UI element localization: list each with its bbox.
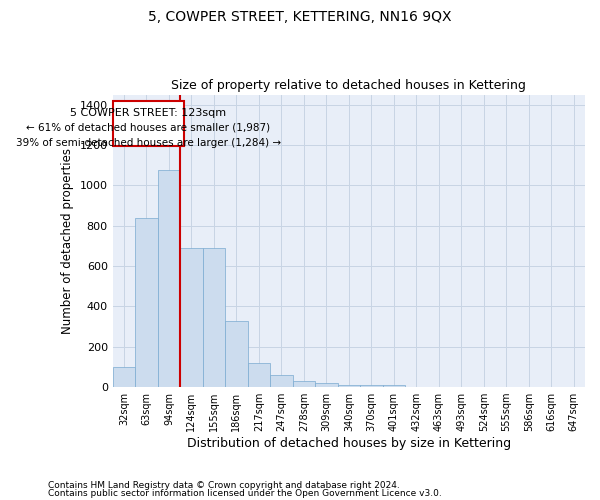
Bar (113, 367, 135, 387)
Bar (293, 381, 315, 387)
FancyBboxPatch shape (113, 100, 184, 146)
Bar (180, 248, 203, 387)
Text: 5, COWPER STREET, KETTERING, NN16 9QX: 5, COWPER STREET, KETTERING, NN16 9QX (148, 10, 452, 24)
Bar (225, 320, 248, 387)
Bar (203, 248, 225, 387)
Text: 5 COWPER STREET: 123sqm: 5 COWPER STREET: 123sqm (70, 108, 226, 118)
Text: Contains HM Land Registry data © Crown copyright and database right 2024.: Contains HM Land Registry data © Crown c… (48, 481, 400, 490)
Bar (248, 363, 270, 387)
Text: Contains public sector information licensed under the Open Government Licence v3: Contains public sector information licen… (48, 488, 442, 498)
Bar (135, 218, 158, 387)
Bar (360, 385, 383, 387)
Bar (270, 375, 293, 387)
Bar (158, 170, 180, 387)
Bar (338, 385, 360, 387)
Title: Size of property relative to detached houses in Kettering: Size of property relative to detached ho… (172, 79, 526, 92)
X-axis label: Distribution of detached houses by size in Kettering: Distribution of detached houses by size … (187, 437, 511, 450)
Bar (383, 385, 405, 387)
Text: 39% of semi-detached houses are larger (1,284) →: 39% of semi-detached houses are larger (… (16, 138, 281, 148)
Y-axis label: Number of detached properties: Number of detached properties (61, 148, 74, 334)
Bar (315, 383, 338, 387)
Text: ← 61% of detached houses are smaller (1,987): ← 61% of detached houses are smaller (1,… (26, 123, 270, 133)
